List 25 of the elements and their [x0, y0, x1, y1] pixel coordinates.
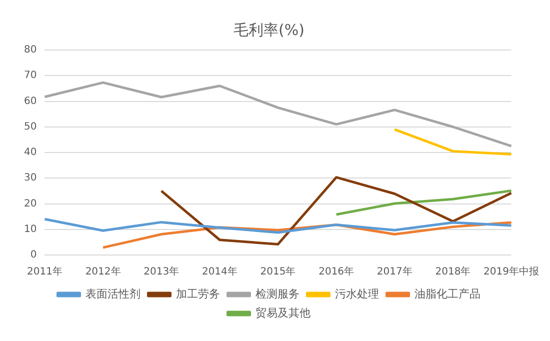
- x-tick-label: 2015年: [260, 266, 296, 278]
- x-tick-label: 2019年中报: [484, 266, 539, 278]
- y-tick-label: 80: [24, 44, 37, 56]
- x-tick-label: 2011年: [27, 266, 62, 278]
- legend-label: 油脂化工产品: [414, 287, 480, 300]
- y-tick-label: 70: [24, 70, 37, 82]
- x-tick-label: 2012年: [85, 266, 121, 278]
- y-tick-label: 0: [30, 250, 37, 261]
- legend-label: 贸易及其他: [255, 306, 310, 320]
- legend-label: 检测服务: [255, 287, 300, 300]
- x-tick-label: 2018年: [435, 266, 471, 278]
- y-tick-label: 50: [24, 121, 37, 132]
- y-tick-label: 10: [24, 224, 37, 235]
- y-tick-label: 20: [24, 198, 37, 210]
- x-tick-label: 2017年: [376, 266, 412, 278]
- y-tick-label: 60: [24, 96, 37, 107]
- chart-title: 毛利率(%): [234, 20, 304, 39]
- y-tick-label: 30: [24, 172, 37, 184]
- legend-label: 表面活性剂: [85, 287, 140, 300]
- legend-label: 污水处理: [334, 287, 379, 300]
- x-tick-label: 2016年: [318, 266, 354, 278]
- legend-label: 加工劳务: [176, 287, 220, 300]
- y-tick-label: 40: [24, 147, 37, 158]
- x-tick-label: 2013年: [144, 266, 180, 278]
- x-tick-label: 2014年: [202, 266, 238, 278]
